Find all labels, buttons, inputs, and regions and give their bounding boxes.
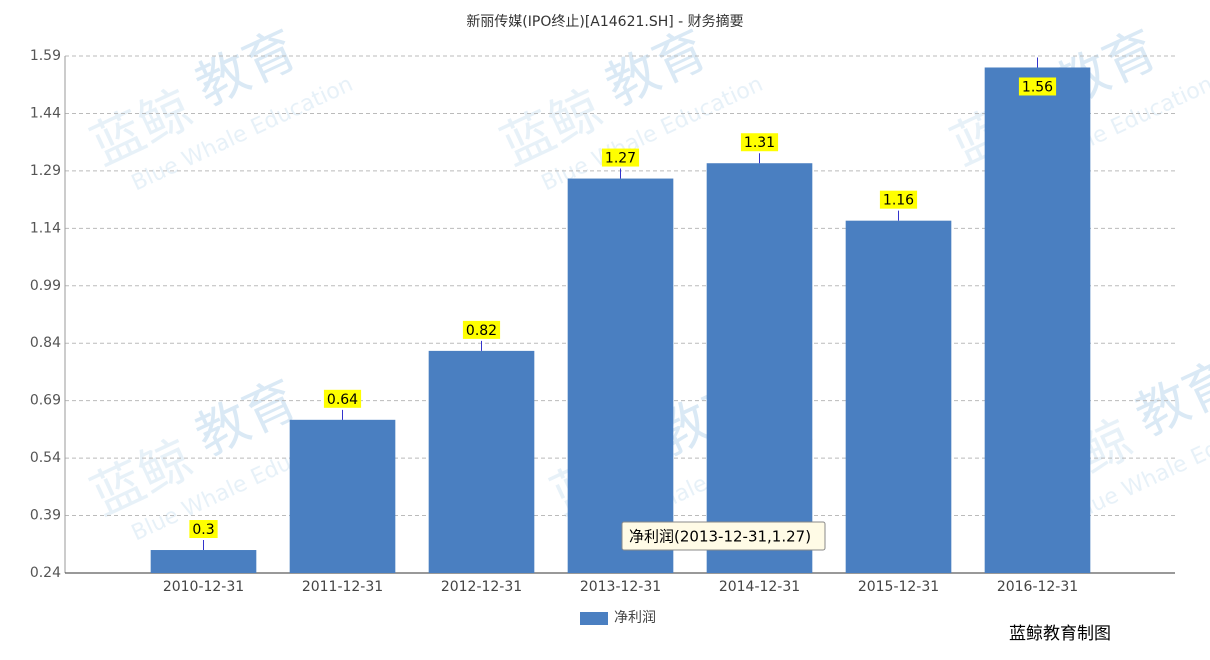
value-label-bg xyxy=(601,148,640,167)
x-tick-label: 2014-12-31 xyxy=(719,579,800,595)
x-tick-label: 2012-12-31 xyxy=(441,579,522,595)
y-tick-label: 0.39 xyxy=(30,508,61,524)
value-label-bg xyxy=(323,389,362,408)
chart-title: 新丽传媒(IPO终止)[A14621.SH] - 财务摘要 xyxy=(466,13,743,30)
value-label: 1.16 xyxy=(883,193,914,209)
bar xyxy=(845,220,952,573)
value-label-bg xyxy=(1018,77,1057,96)
bar xyxy=(428,350,535,573)
y-tick-label: 1.14 xyxy=(30,220,61,236)
value-label: 0.82 xyxy=(466,323,497,339)
legend-label: 净利润 xyxy=(614,610,656,626)
bar xyxy=(984,67,1091,573)
y-tick-label: 0.54 xyxy=(30,450,61,466)
value-label-bg xyxy=(462,320,501,339)
y-tick-label: 1.29 xyxy=(30,163,61,179)
x-tick-label: 2016-12-31 xyxy=(997,579,1078,595)
bar xyxy=(150,550,257,573)
y-tick-label: 0.69 xyxy=(30,393,61,409)
y-tick-label: 0.24 xyxy=(30,565,61,581)
bar xyxy=(706,163,813,574)
value-label: 0.3 xyxy=(192,522,214,538)
value-label-bg xyxy=(189,520,218,539)
watermark-badge: 教育 xyxy=(1127,349,1210,447)
tooltip-text: 净利润(2013-12-31,1.27) xyxy=(629,528,811,546)
y-tick-label: 0.84 xyxy=(30,335,61,351)
bar xyxy=(289,419,396,573)
value-label-bg xyxy=(879,190,918,209)
value-label: 0.64 xyxy=(327,392,358,408)
y-tick-label: 1.59 xyxy=(30,48,61,64)
value-label-bg xyxy=(740,133,779,152)
x-tick-label: 2015-12-31 xyxy=(858,579,939,595)
source-note: 蓝鲸教育制图 xyxy=(1009,624,1111,644)
x-tick-label: 2010-12-31 xyxy=(163,579,244,595)
x-tick-label: 2011-12-31 xyxy=(302,579,383,595)
value-label: 1.56 xyxy=(1022,79,1053,95)
value-label: 1.27 xyxy=(605,151,636,167)
y-tick-label: 1.44 xyxy=(30,105,61,121)
x-tick-label: 2013-12-31 xyxy=(580,579,661,595)
value-label: 1.31 xyxy=(744,135,775,151)
legend-swatch xyxy=(580,612,608,625)
tooltip-box xyxy=(621,521,826,551)
y-tick-label: 0.99 xyxy=(30,278,61,294)
bar xyxy=(567,178,674,573)
